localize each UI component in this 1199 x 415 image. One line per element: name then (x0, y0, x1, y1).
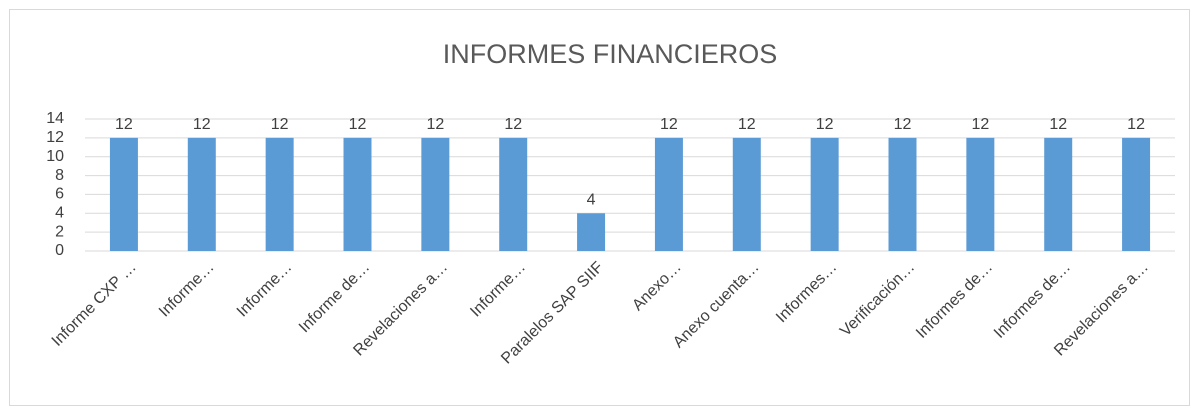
data-label: 12 (193, 116, 211, 133)
bar (1122, 137, 1151, 251)
y-tick-label: 4 (55, 205, 64, 222)
data-label: 12 (816, 116, 834, 133)
data-label: 12 (349, 116, 367, 133)
y-tick-label: 10 (46, 148, 64, 165)
y-tick-label: 2 (55, 223, 64, 240)
bar (732, 137, 761, 251)
bar (654, 137, 683, 251)
y-tick-label: 8 (55, 167, 64, 184)
bar (966, 137, 995, 251)
data-label: 12 (115, 116, 133, 133)
y-tick-label: 0 (55, 242, 64, 259)
bar (265, 137, 294, 251)
bar (888, 137, 917, 251)
bar (499, 137, 528, 251)
bar (810, 137, 839, 251)
data-label: 12 (1127, 116, 1145, 133)
bar (577, 213, 606, 251)
bar (1044, 137, 1073, 251)
bar (421, 137, 450, 251)
data-label: 12 (426, 116, 444, 133)
data-label: 12 (271, 116, 289, 133)
chart-title: INFORMES FINANCIEROS (443, 39, 778, 69)
y-tick-label: 14 (46, 110, 64, 127)
data-label: 12 (1049, 116, 1067, 133)
data-label: 12 (660, 116, 678, 133)
bar (187, 137, 216, 251)
data-label: 12 (894, 116, 912, 133)
bar (109, 137, 138, 251)
data-label: 12 (738, 116, 756, 133)
data-label: 4 (587, 192, 596, 209)
y-tick-label: 12 (46, 129, 64, 146)
data-label: 12 (504, 116, 522, 133)
bar (343, 137, 372, 251)
data-label: 12 (971, 116, 989, 133)
y-tick-label: 6 (55, 186, 64, 203)
